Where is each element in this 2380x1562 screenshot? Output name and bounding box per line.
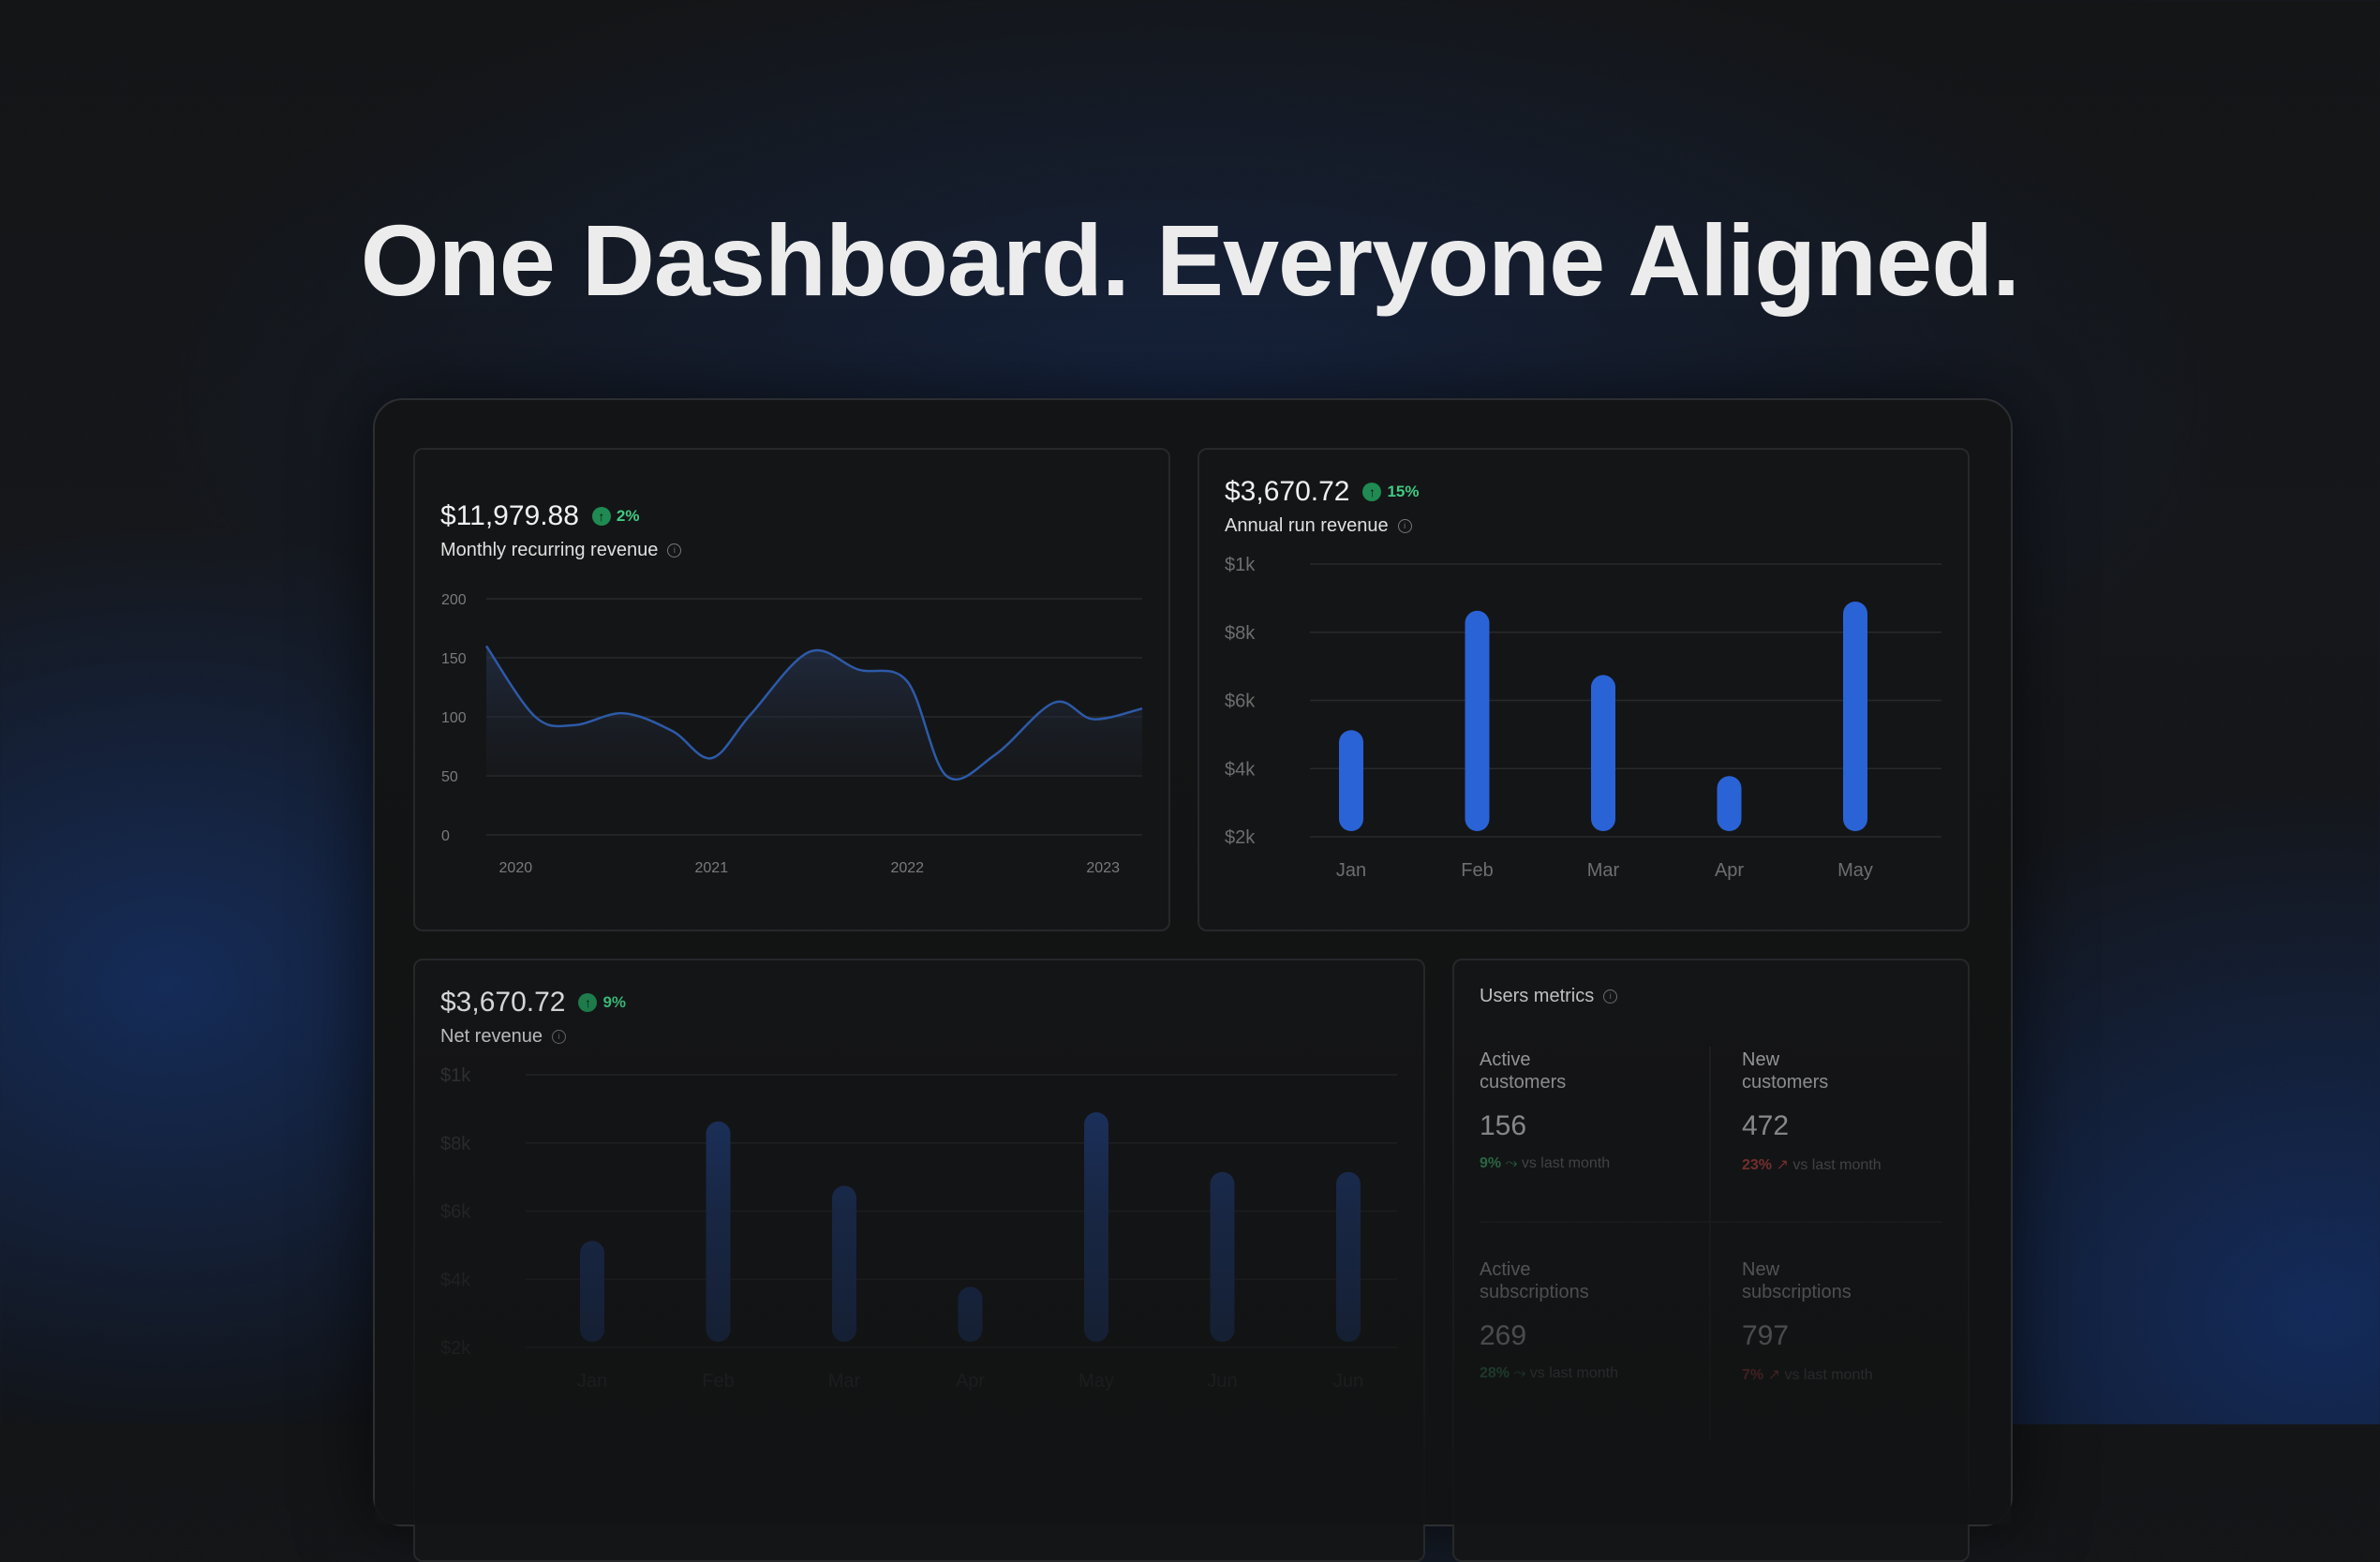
y-tick-label: $4k [440,1270,471,1290]
metric-new-customers[interactable]: New customers 472 23% ↗ vs last month [1742,1049,1976,1174]
x-tick-label: Jun [1333,1371,1363,1391]
y-tick-label: $1k [440,1065,471,1086]
x-tick-label: 2023 [1086,860,1120,876]
y-tick-label: $6k [1225,692,1256,712]
bar[interactable] [1591,675,1615,831]
arr-card[interactable]: $3,670.72 ↑ 15% Annual run revenue i $1k… [1197,448,1970,931]
mrr-line [484,645,1143,781]
info-icon[interactable]: i [667,543,682,558]
net-label: Net revenue [440,1026,543,1047]
bar[interactable] [706,1121,731,1342]
y-tick-label: 0 [441,828,450,844]
mrr-card[interactable]: $11,979.88 ↑ 2% Monthly recurring revenu… [413,448,1170,931]
x-tick-label: Jun [1207,1371,1237,1391]
net-change: 9% [602,993,627,1011]
mrr-change: 2% [616,507,640,525]
x-tick-label: Mar [828,1371,861,1391]
metric-change: 7% ↗ vs last month [1742,1367,1873,1383]
bar[interactable] [580,1241,604,1342]
mrr-area [486,646,1142,780]
y-tick-label: $8k [440,1134,471,1154]
trend-down-icon: ↗ [1776,1157,1789,1173]
headline: One Dashboard. Everyone Aligned. [360,203,2020,317]
metric-new-subscriptions[interactable]: New subscriptions 797 7% ↗ vs last month [1742,1258,1976,1384]
bar[interactable] [1210,1171,1235,1342]
bar[interactable] [1084,1112,1108,1342]
x-tick-label: May [1837,860,1873,881]
bar[interactable] [958,1287,983,1342]
arrow-up-icon: ↑ [591,507,611,526]
net-change-badge: ↑ 9% [578,993,626,1012]
metric-value: 797 [1742,1320,1790,1351]
x-tick-label: Mar [1587,860,1620,881]
x-tick-label: Jan [1336,860,1366,881]
net-revenue-card[interactable]: $3,670.72 ↑ 9% Net revenue i $1k $8k $6k $4… [413,959,1425,1562]
arr-label: Annual run revenue [1225,515,1389,536]
bar[interactable] [1465,610,1490,831]
trend-up-icon: ⤳ [1505,1155,1518,1171]
metrics-divider-horizontal [1480,1221,1942,1223]
x-tick-label: 2021 [695,860,729,876]
y-tick-label: $8k [1225,623,1256,644]
metric-label: New customers [1742,1049,1829,1093]
y-tick-label: 150 [441,651,467,667]
users-metrics-card[interactable]: Users metrics i Active customers 156 9% ⤳… [1452,959,1970,1562]
x-tick-label: 2022 [890,860,924,876]
x-tick-label: May [1078,1371,1114,1391]
metric-change: 9% ⤳ vs last month [1480,1155,1611,1171]
arrow-up-icon: ↑ [578,993,598,1012]
metric-active-subscriptions[interactable]: Active subscriptions 269 28% ⤳ vs last mo… [1480,1258,1714,1382]
arrow-up-icon: ↑ [1362,483,1382,501]
users-metrics-title: Users metrics [1480,986,1595,1006]
mrr-chart: 200 150 100 50 0 2020 2021 2022 2023 [441,592,1143,876]
metric-change: 28% ⤳ vs last month [1480,1365,1619,1381]
metric-active-customers[interactable]: Active customers 156 9% ⤳ vs last month [1480,1049,1714,1172]
y-tick-label: $1k [1225,555,1256,575]
mrr-value: $11,979.88 [440,500,579,531]
info-icon[interactable]: i [1603,989,1618,1004]
bar[interactable] [1336,1171,1361,1342]
net-revenue-chart: $1k $8k $6k $4k $2k Jan Feb Mar Apr May Jun Jun [440,1065,1397,1391]
x-tick-label: Apr [956,1371,985,1391]
info-icon[interactable]: i [1397,519,1412,533]
metric-value: 472 [1742,1110,1790,1141]
x-tick-label: 2020 [499,860,533,876]
arr-chart: $1k $8k $6k $4k $2k Jan Feb Mar Apr May [1225,555,1941,881]
y-tick-label: $4k [1225,759,1256,780]
metric-change: 23% ↗ vs last month [1742,1157,1882,1173]
x-tick-label: Apr [1715,860,1744,881]
y-tick-label: $6k [440,1202,471,1223]
y-tick-label: 200 [441,592,467,608]
bar[interactable] [832,1185,856,1342]
arr-change: 15% [1387,483,1420,500]
metric-label: Active customers [1480,1049,1567,1093]
metric-value: 269 [1480,1320,1527,1351]
trend-up-icon: ⤳ [1513,1365,1526,1381]
bar[interactable] [1717,776,1742,831]
y-tick-label: 50 [441,769,458,785]
x-tick-label: Feb [702,1371,734,1391]
arr-value: $3,670.72 [1225,476,1350,507]
metric-label: New subscriptions [1742,1259,1852,1302]
metric-value: 156 [1480,1110,1527,1141]
y-tick-label: $2k [440,1338,471,1359]
x-tick-label: Jan [577,1371,607,1391]
trend-down-icon: ↗ [1767,1367,1780,1383]
dashboard-frame: $11,979.88 ↑ 2% Monthly recurring revenu… [373,398,2013,1562]
bar[interactable] [1843,602,1867,831]
mrr-change-badge: ↑ 2% [591,507,640,526]
info-icon[interactable]: i [551,1030,566,1044]
bar[interactable] [1339,730,1363,831]
mrr-label: Monthly recurring revenue [440,540,659,560]
net-value: $3,670.72 [440,987,566,1018]
metric-label: Active subscriptions [1480,1259,1589,1302]
arr-change-badge: ↑ 15% [1362,483,1420,501]
y-tick-label: 100 [441,710,467,726]
x-tick-label: Feb [1461,860,1493,881]
y-tick-label: $2k [1225,827,1256,848]
